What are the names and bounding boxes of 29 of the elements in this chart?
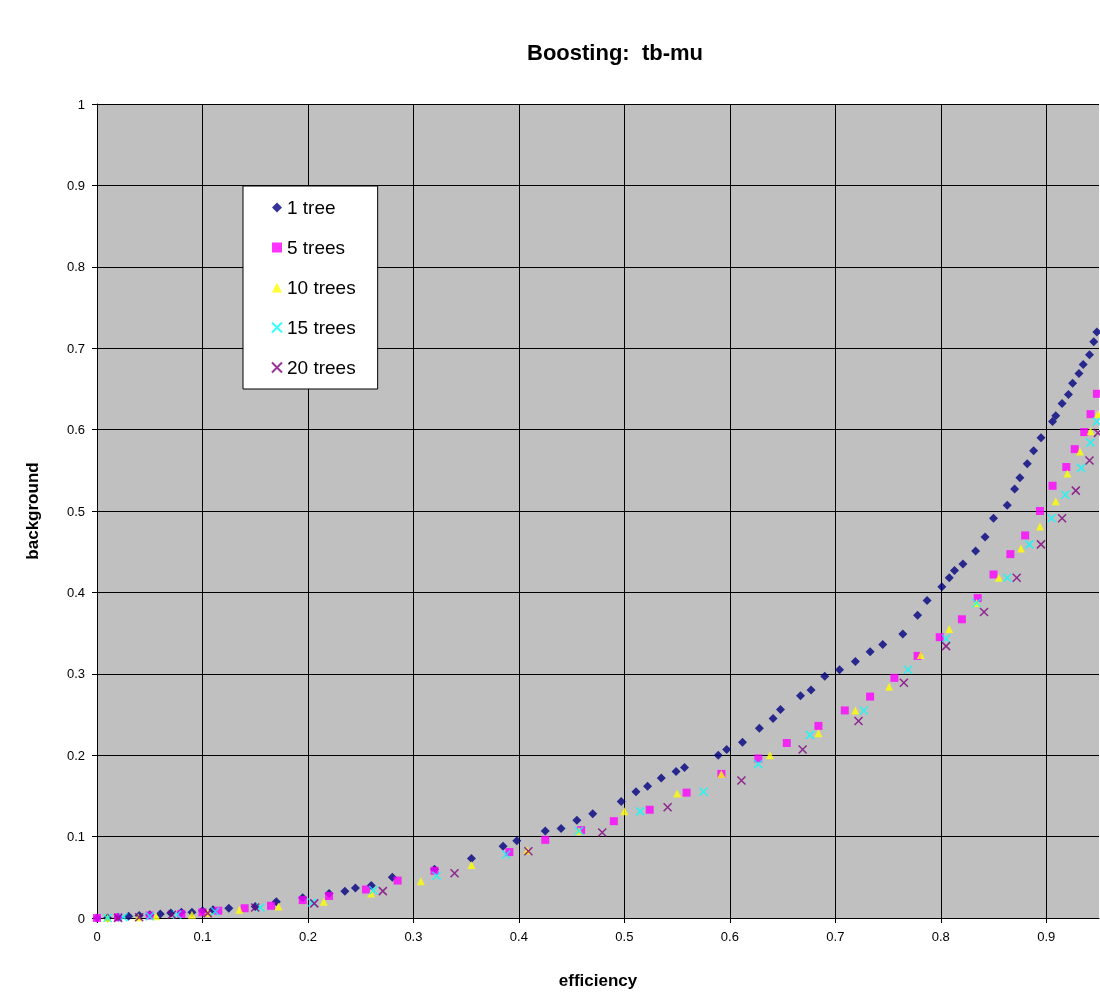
x-tick-label: 0 — [93, 929, 101, 944]
y-tick-label: 0.8 — [66, 259, 85, 275]
legend-label: 15 trees — [287, 317, 356, 338]
y-tick-label: 0.6 — [66, 422, 85, 438]
x-tick-label: 0.8 — [931, 929, 950, 944]
y-tick-label: 0 — [77, 910, 85, 926]
legend-label: 20 trees — [287, 357, 356, 378]
y-tick-label: 0.5 — [66, 503, 85, 519]
x-tick-label: 0.4 — [509, 929, 528, 944]
x-tick-label: 0.9 — [1037, 929, 1056, 944]
legend-label: 10 trees — [287, 277, 356, 298]
y-tick-label: 0.7 — [66, 340, 85, 356]
y-tick-label: 0.4 — [66, 584, 85, 600]
y-tick-label: 0.1 — [66, 829, 85, 845]
x-tick-label: 0.3 — [404, 929, 423, 944]
y-tick-label: 0.2 — [66, 747, 85, 763]
y-tick-label: 0.3 — [66, 666, 85, 682]
x-tick-label: 0.2 — [298, 929, 317, 944]
y-axis-title: background — [23, 462, 42, 560]
x-tick-label: 0.5 — [615, 929, 634, 944]
y-tick-label: 0.9 — [66, 177, 85, 193]
x-tick-label: 0.1 — [193, 929, 212, 944]
x-tick-label: 0.6 — [720, 929, 739, 944]
y-tick-label: 1 — [77, 96, 85, 112]
legend-label: 1 tree — [287, 197, 336, 218]
x-tick-label: 0.7 — [826, 929, 845, 944]
x-axis-title: efficiency — [558, 971, 638, 990]
chart-title: Boosting: tb-mu — [527, 39, 703, 65]
legend-label: 5 trees — [287, 237, 346, 258]
